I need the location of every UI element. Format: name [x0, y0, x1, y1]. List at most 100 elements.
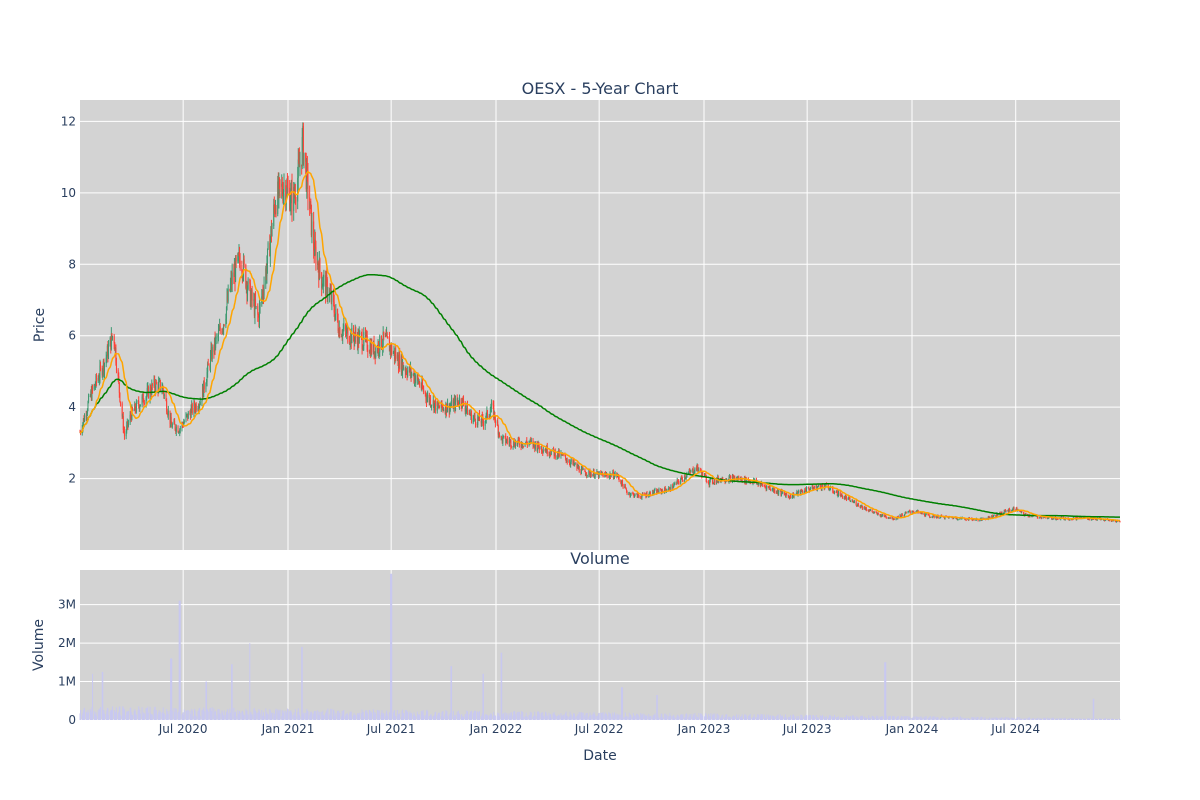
volume-bar — [485, 714, 487, 720]
volume-bar — [704, 716, 706, 720]
candle-body — [250, 295, 252, 306]
candle-body — [546, 446, 548, 454]
volume-bar — [935, 716, 937, 720]
candle-body — [696, 467, 698, 471]
volume-bar — [916, 716, 918, 720]
candle-body — [146, 388, 148, 395]
volume-bar — [892, 715, 894, 720]
volume-bar — [1024, 719, 1026, 720]
candle-body — [166, 411, 168, 415]
volume-bar — [378, 714, 380, 720]
volume-bar — [674, 717, 676, 720]
candle-body — [158, 380, 160, 382]
candle-body — [370, 344, 372, 356]
candle-body — [636, 493, 638, 495]
volume-bar — [127, 710, 129, 720]
volume-bar — [929, 716, 931, 720]
volume-bar — [904, 716, 906, 720]
candle-body — [279, 179, 281, 187]
candle-body — [461, 398, 463, 408]
volume-bar — [1095, 718, 1097, 720]
candle-body — [199, 404, 201, 406]
volume-bar — [987, 719, 989, 720]
candle-body — [330, 290, 332, 292]
volume-bar — [1106, 718, 1108, 720]
candle-body — [137, 400, 139, 403]
volume-bar — [297, 711, 299, 720]
candle-body — [346, 329, 348, 334]
volume-bar — [588, 715, 590, 720]
candle-body — [1004, 510, 1006, 512]
candle-body — [806, 487, 808, 493]
volume-bar — [476, 711, 478, 720]
volume-bar — [509, 715, 511, 720]
volume-bar — [889, 716, 891, 720]
candle-body — [460, 398, 462, 405]
volume-bar — [837, 717, 839, 720]
volume-bar — [872, 716, 874, 720]
volume-bar — [776, 717, 778, 720]
volume-bar — [202, 715, 204, 720]
volume-bar — [1032, 718, 1034, 720]
volume-bar — [648, 716, 650, 720]
candle-body — [681, 477, 683, 481]
volume-bar — [1036, 719, 1038, 720]
candle-body — [102, 360, 104, 371]
candle-body — [744, 477, 746, 483]
candle-body — [301, 137, 303, 167]
candle-body — [536, 442, 538, 451]
candle-body — [558, 450, 560, 457]
volume-bar — [286, 712, 288, 720]
candle-body — [219, 326, 221, 331]
volume-bar — [431, 716, 433, 720]
candle-body — [231, 272, 233, 285]
volume-bar — [760, 713, 762, 720]
volume-bar — [354, 714, 356, 720]
volume-bar — [110, 709, 112, 720]
volume-bar — [761, 716, 763, 720]
volume-bar — [888, 716, 890, 720]
candle-body — [349, 342, 351, 344]
volume-bar — [509, 716, 511, 720]
candle-body — [221, 329, 223, 334]
volume-bar — [118, 707, 120, 720]
candle-body — [512, 446, 514, 448]
volume-bar — [1051, 717, 1053, 720]
volume-bar — [605, 714, 607, 720]
candle-body — [342, 329, 344, 331]
volume-bar — [313, 711, 315, 720]
candle-body — [83, 418, 85, 422]
candle-body — [684, 476, 686, 479]
volume-bar — [945, 718, 947, 720]
candle-body — [253, 299, 255, 316]
candle-body — [798, 490, 800, 492]
volume-bar — [154, 706, 156, 720]
candle-body — [1016, 507, 1018, 511]
volume-bar — [419, 714, 421, 720]
candle-body — [569, 463, 571, 465]
volume-bar — [370, 712, 372, 720]
volume-bar — [110, 710, 112, 720]
volume-bar — [590, 716, 592, 720]
candle-body — [395, 352, 397, 359]
candle-body — [415, 378, 417, 383]
volume-bar — [225, 711, 227, 720]
volume-bar — [829, 715, 831, 720]
candle-body — [194, 402, 196, 409]
candle-body — [729, 476, 731, 478]
candle-body — [844, 496, 846, 500]
volume-bar — [761, 714, 763, 720]
volume-bar — [261, 709, 263, 720]
volume-bar — [309, 711, 311, 720]
candle-body — [542, 451, 544, 453]
volume-bar — [969, 718, 971, 720]
volume-bar — [937, 717, 939, 720]
candle-body — [86, 413, 88, 416]
volume-bar — [685, 714, 687, 720]
candle-body — [1073, 517, 1075, 519]
volume-bar — [772, 718, 774, 720]
candle-body — [497, 421, 499, 426]
volume-bar — [333, 711, 335, 720]
candle-body — [1040, 516, 1042, 518]
